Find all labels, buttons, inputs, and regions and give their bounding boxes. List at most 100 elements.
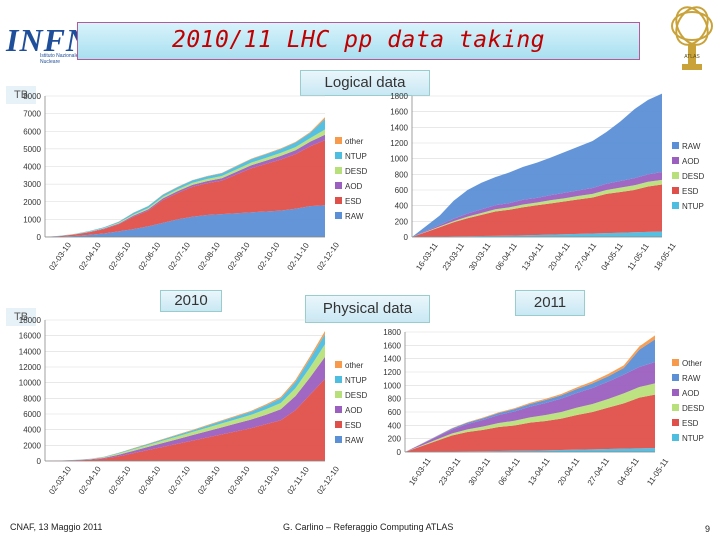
x-tick-label: 02-08-10 (196, 240, 222, 272)
series-raw (45, 205, 325, 237)
legend-label: DESD (345, 167, 367, 176)
x-tick-label: 20-04-11 (556, 456, 582, 487)
logo-subtitle: Istituto Nazionale di Fisica Nucleare (40, 53, 99, 65)
x-tick-label: 02-09-10 (226, 464, 252, 496)
legend-label: RAW (682, 142, 701, 151)
legend-label: other (345, 137, 364, 146)
x-tick-label: 02-06-10 (137, 240, 163, 272)
x-tick-label: 02-10-10 (256, 464, 282, 496)
physical-data-label: Physical data (305, 295, 430, 323)
legend-label: ESD (682, 187, 699, 196)
series-raw (405, 339, 655, 452)
y-tick-label: 600 (395, 186, 409, 195)
legend-swatch (672, 157, 679, 164)
y-tick-label: 6000 (23, 410, 41, 419)
series-raw (412, 93, 662, 238)
legend-swatch (335, 391, 342, 398)
x-tick-label: 02-12-10 (315, 464, 341, 496)
y-tick-label: 1000 (390, 155, 408, 164)
legend-label: ESD (345, 197, 362, 206)
y-tick-label: 0 (37, 233, 42, 242)
x-tick-label: 02-08-10 (196, 464, 222, 496)
x-tick-label: 02-03-10 (47, 464, 73, 496)
x-tick-label: 02-03-10 (47, 240, 73, 272)
legend-label: AOD (345, 406, 363, 415)
series-esd (405, 394, 655, 452)
y-tick-label: 1400 (383, 355, 401, 364)
legend-label: DESD (682, 404, 704, 413)
legend-label: DESD (682, 172, 704, 181)
x-tick-label: 13-04-11 (520, 241, 546, 272)
x-tick-label: 02-04-10 (77, 240, 103, 272)
x-tick-label: 18-05-11 (652, 241, 678, 272)
y-tick-label: 1800 (383, 328, 401, 337)
logical-data-label: Logical data (300, 70, 430, 96)
legend-swatch (335, 182, 342, 189)
y-tick-label: 0 (404, 233, 409, 242)
legend-swatch (335, 421, 342, 428)
x-tick-label: 11-05-11 (626, 241, 651, 272)
legend-label: RAW (345, 436, 364, 445)
legend-label: ESD (345, 421, 362, 430)
y-tick-label: 400 (395, 202, 409, 211)
x-tick-label: 02-09-10 (226, 240, 252, 272)
x-tick-label: 27-04-11 (573, 241, 599, 272)
legend-swatch (672, 172, 679, 179)
y-tick-label: 2000 (23, 441, 41, 450)
x-tick-label: 02-11-10 (285, 241, 311, 272)
year-2011-label: 2011 (515, 290, 585, 316)
y-tick-label: 18000 (19, 316, 42, 325)
x-tick-label: 04-05-11 (599, 241, 625, 272)
legend-swatch (335, 137, 342, 144)
legend-label: RAW (682, 374, 701, 383)
legend-label: RAW (345, 212, 364, 221)
legend-label: AOD (682, 389, 700, 398)
legend-swatch (672, 359, 679, 366)
legend-label: AOD (345, 182, 363, 191)
y-tick-label: 1000 (383, 381, 401, 390)
tb-unit-bottom: TB (6, 308, 36, 326)
x-tick-label: 02-07-10 (166, 240, 192, 272)
series-esd (45, 378, 325, 461)
legend-swatch (335, 376, 342, 383)
x-tick-label: 30-03-11 (467, 456, 493, 487)
y-tick-label: 0 (397, 448, 402, 457)
chart-1: 0 1000 2000 3000 4000 5000 6000 7000 8000 02-03-1… (23, 92, 367, 272)
y-tick-label: 3000 (23, 180, 41, 189)
legend-label: Other (682, 359, 702, 368)
x-tick-label: 02-07-10 (166, 464, 192, 496)
series-ntup (412, 231, 662, 237)
atlas-figure-icon: ATLAS (671, 6, 713, 70)
y-tick-label: 800 (395, 170, 409, 179)
x-tick-label: 06-04-11 (497, 456, 523, 487)
y-tick-label: 6000 (23, 127, 41, 136)
legend-swatch (672, 142, 679, 149)
x-tick-label: 23-03-11 (437, 456, 463, 487)
y-tick-label: 1600 (390, 108, 408, 117)
legend-label: NTUP (682, 202, 704, 211)
x-tick-label: 11-05-11 (645, 456, 670, 487)
series-desd (405, 383, 655, 452)
x-tick-label: 13-04-11 (526, 456, 552, 487)
x-tick-label: 02-05-10 (107, 464, 133, 496)
legend-swatch (672, 434, 679, 441)
legend-label: other (345, 361, 364, 370)
x-tick-label: 23-03-11 (441, 241, 467, 272)
chart-2: 0 200 400 600 800 1000 1200 1400 1600 1800 16-03-1… (390, 92, 704, 272)
legend-swatch (672, 389, 679, 396)
x-tick-label: 20-04-11 (546, 241, 572, 272)
legend-label: AOD (682, 157, 700, 166)
legend-swatch (672, 419, 679, 426)
legend-label: ESD (682, 419, 699, 428)
y-tick-label: 5000 (23, 145, 41, 154)
x-tick-label: 16-03-11 (407, 456, 433, 487)
legend-swatch (335, 167, 342, 174)
y-tick-label: 10000 (19, 379, 42, 388)
tb-unit-top: TB (6, 86, 36, 104)
legend-label: NTUP (345, 152, 367, 161)
series-esd (45, 140, 325, 237)
x-tick-label: 02-11-10 (285, 465, 311, 496)
y-tick-label: 2000 (23, 198, 41, 207)
y-tick-label: 1200 (383, 368, 401, 377)
